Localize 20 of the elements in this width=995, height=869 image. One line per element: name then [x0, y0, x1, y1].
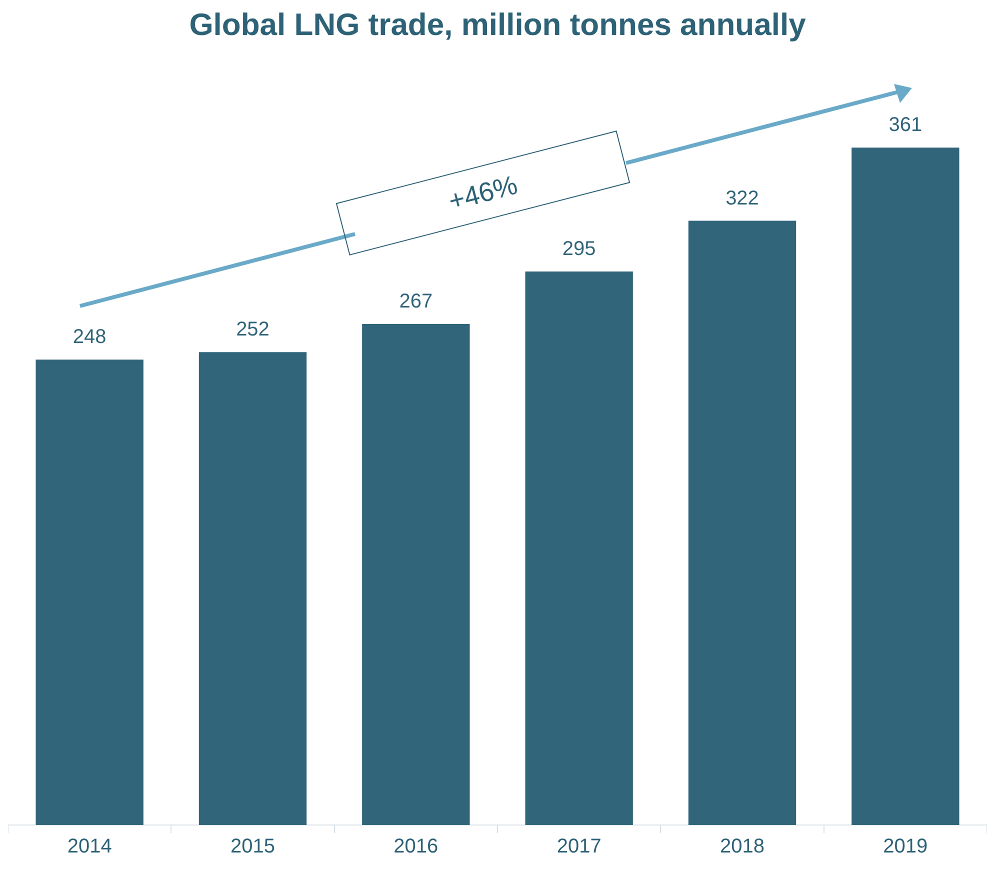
bar	[198, 352, 307, 825]
data-label: 248	[72, 326, 106, 348]
data-label: 361	[888, 114, 922, 136]
data-label: 295	[562, 238, 596, 260]
bar	[852, 148, 960, 825]
x-tick-label: 2019	[883, 836, 928, 858]
annotation: +46%	[445, 169, 520, 216]
x-tick-label: 2016	[394, 836, 438, 858]
x-tick-label: 2018	[720, 836, 764, 858]
data-label: 267	[399, 290, 433, 313]
bar	[36, 360, 144, 825]
bar	[525, 271, 633, 825]
chart-title: Global LNG trade, million tonnes annually	[189, 7, 807, 42]
x-tick-label: 2014	[67, 836, 112, 858]
x-tick-label: 2017	[556, 836, 602, 858]
bar	[688, 220, 796, 825]
bar	[362, 324, 470, 825]
data-label: 252	[236, 318, 270, 341]
x-tick-label: 2015	[230, 836, 275, 858]
data-label: 322	[726, 187, 759, 210]
